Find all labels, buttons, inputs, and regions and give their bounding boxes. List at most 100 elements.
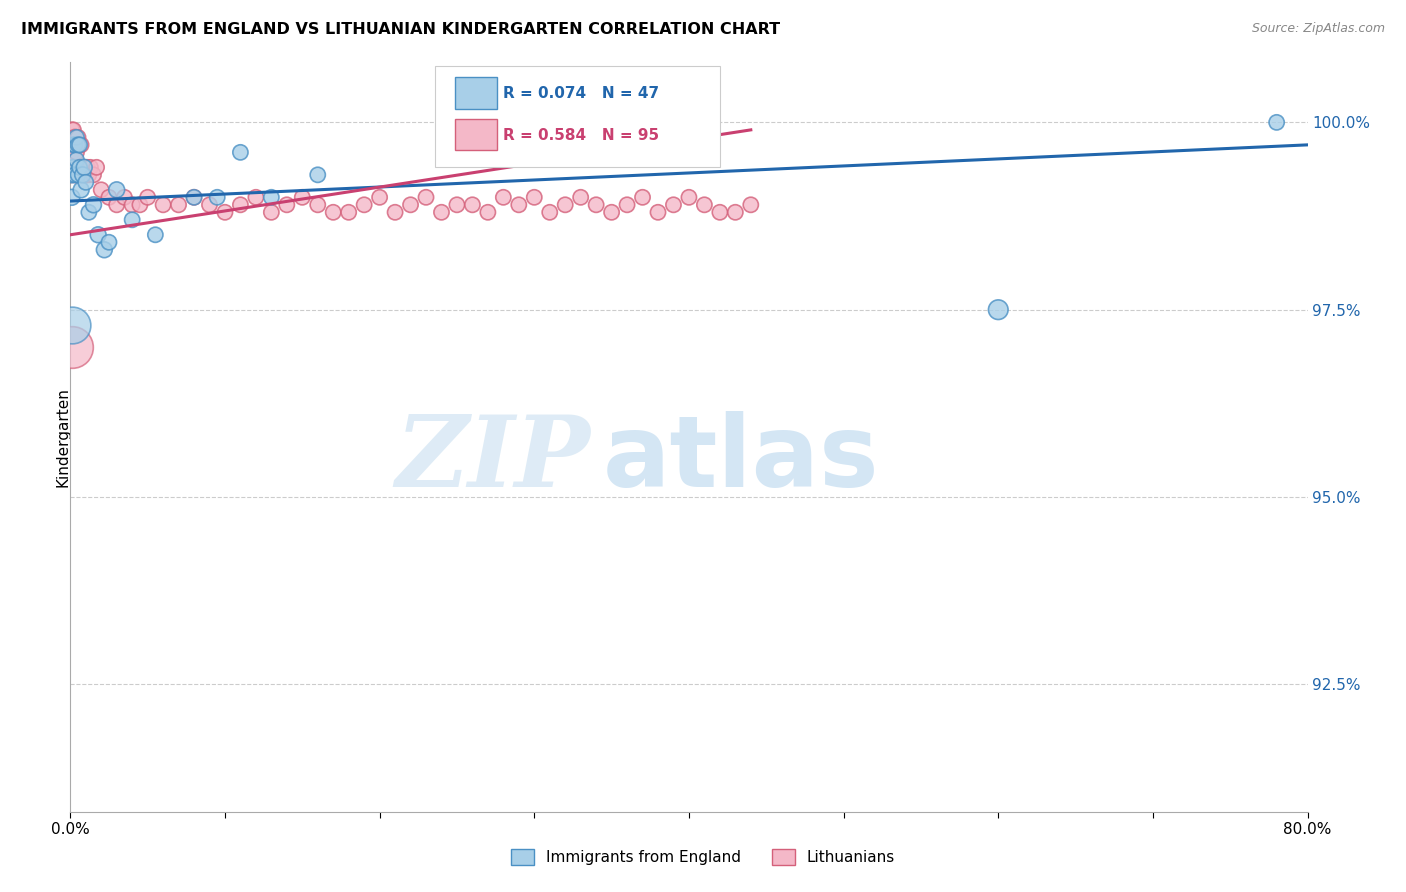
Point: [82, 168, 105, 182]
FancyBboxPatch shape: [456, 119, 498, 150]
Point: [67, 137, 90, 152]
Point: [65, 168, 87, 182]
Point: [477, 205, 499, 219]
Point: [72, 168, 94, 182]
Point: [98, 235, 120, 250]
Point: [77, 168, 100, 182]
Point: [69, 137, 91, 152]
Point: [75, 168, 97, 182]
Point: [384, 205, 406, 219]
Point: [600, 205, 623, 219]
Point: [62, 123, 84, 137]
Point: [415, 190, 437, 204]
Point: [65, 130, 87, 145]
Point: [291, 190, 314, 204]
Point: [105, 183, 128, 197]
Point: [63, 130, 86, 145]
Point: [662, 198, 685, 212]
Point: [69, 168, 91, 182]
FancyBboxPatch shape: [456, 78, 498, 109]
Point: [987, 302, 1010, 317]
Point: [276, 198, 298, 212]
Point: [73, 161, 96, 175]
Point: [76, 161, 98, 175]
Point: [554, 198, 576, 212]
Point: [430, 205, 453, 219]
Point: [167, 198, 190, 212]
Point: [631, 190, 654, 204]
Point: [678, 190, 700, 204]
Point: [121, 198, 143, 212]
Text: ZIP: ZIP: [395, 411, 591, 508]
Point: [183, 190, 205, 204]
Point: [740, 198, 762, 212]
Point: [65, 153, 87, 167]
Point: [307, 198, 329, 212]
Point: [60, 145, 83, 160]
Point: [585, 198, 607, 212]
Point: [62, 137, 84, 152]
Point: [60, 318, 83, 332]
Point: [70, 137, 93, 152]
Point: [75, 175, 97, 189]
Point: [538, 205, 561, 219]
Point: [709, 205, 731, 219]
Point: [77, 205, 100, 219]
Point: [60, 340, 83, 354]
Point: [136, 190, 159, 204]
Point: [508, 198, 530, 212]
Point: [1265, 115, 1288, 129]
Point: [69, 161, 91, 175]
Point: [260, 205, 283, 219]
Point: [63, 153, 86, 167]
Point: [322, 205, 344, 219]
FancyBboxPatch shape: [436, 66, 720, 168]
Point: [129, 198, 152, 212]
Point: [62, 137, 84, 152]
Point: [62, 161, 84, 175]
Point: [492, 190, 515, 204]
Text: Source: ZipAtlas.com: Source: ZipAtlas.com: [1251, 22, 1385, 36]
Point: [183, 190, 205, 204]
Point: [114, 190, 135, 204]
Point: [60, 190, 83, 204]
Point: [616, 198, 638, 212]
Point: [337, 205, 360, 219]
Legend: Immigrants from England, Lithuanians: Immigrants from England, Lithuanians: [505, 843, 901, 871]
Point: [152, 198, 174, 212]
Point: [63, 168, 86, 182]
Point: [105, 198, 128, 212]
Point: [63, 137, 86, 152]
Point: [121, 212, 143, 227]
Point: [693, 198, 716, 212]
Point: [65, 145, 87, 160]
Point: [207, 190, 229, 204]
Point: [569, 190, 592, 204]
Point: [353, 198, 375, 212]
Point: [245, 190, 267, 204]
Y-axis label: Kindergarten: Kindergarten: [56, 387, 70, 487]
Point: [446, 198, 468, 212]
Point: [70, 183, 93, 197]
Point: [62, 161, 84, 175]
Point: [70, 161, 93, 175]
Point: [90, 183, 112, 197]
Text: atlas: atlas: [602, 411, 879, 508]
Point: [87, 227, 110, 242]
Point: [73, 161, 96, 175]
Point: [82, 198, 105, 212]
Point: [307, 168, 329, 182]
Point: [79, 161, 101, 175]
Point: [60, 168, 83, 182]
Point: [260, 190, 283, 204]
Point: [198, 198, 221, 212]
Point: [93, 243, 115, 257]
Point: [72, 168, 94, 182]
Point: [461, 198, 484, 212]
Point: [60, 123, 83, 137]
Point: [724, 205, 747, 219]
Point: [67, 168, 90, 182]
Point: [86, 161, 108, 175]
Point: [229, 198, 252, 212]
Text: R = 0.584   N = 95: R = 0.584 N = 95: [503, 128, 659, 143]
